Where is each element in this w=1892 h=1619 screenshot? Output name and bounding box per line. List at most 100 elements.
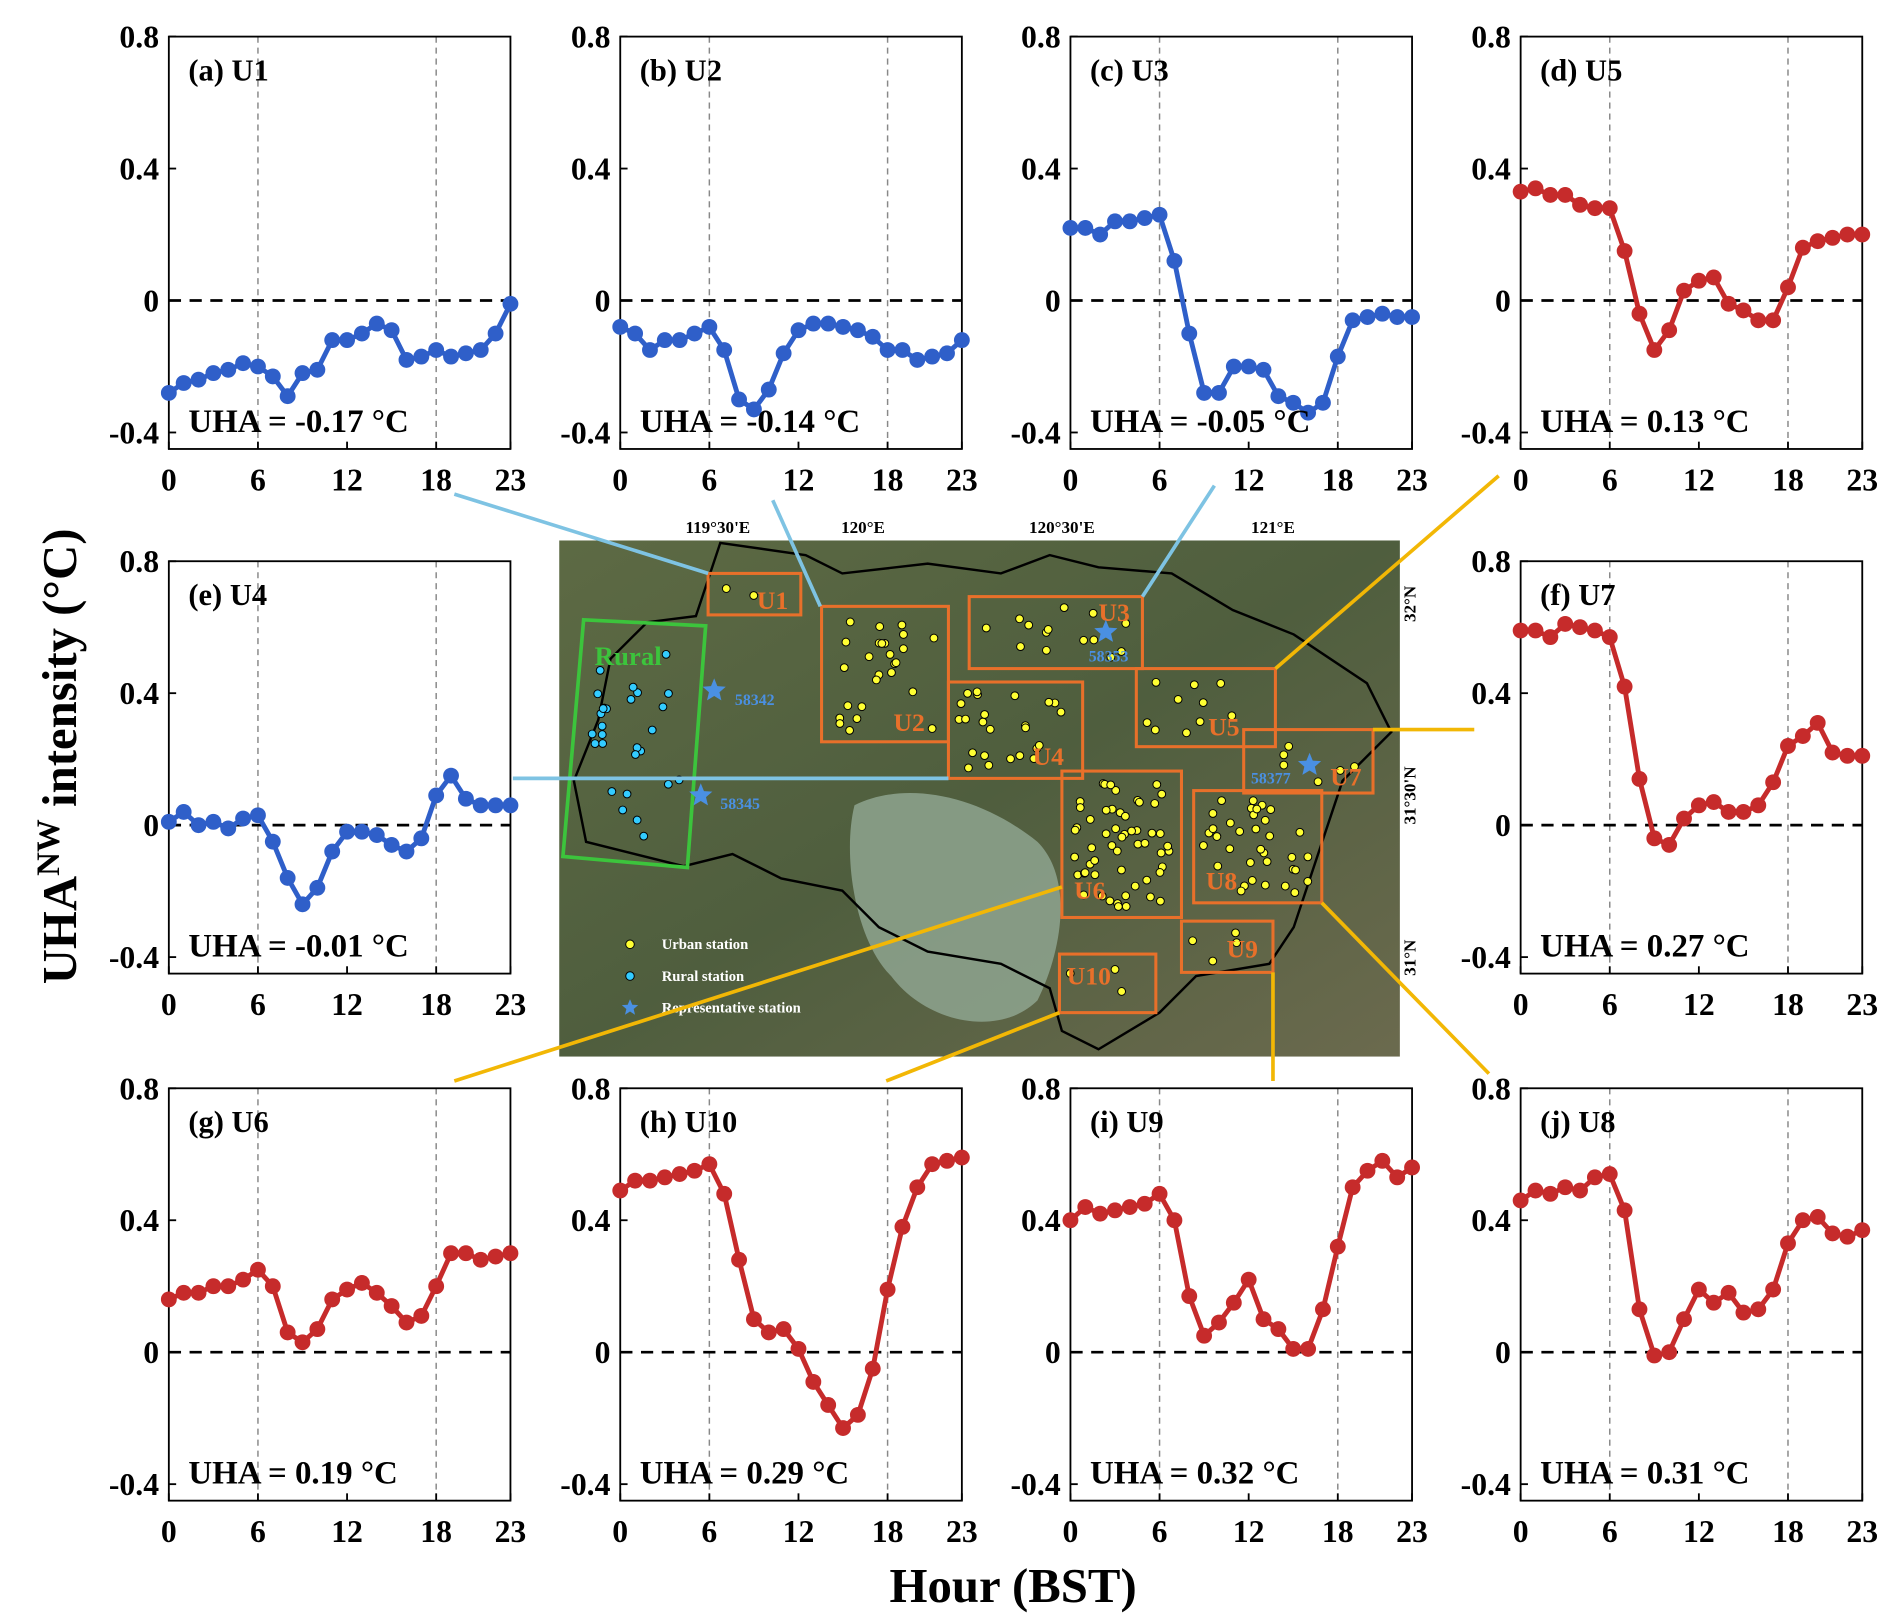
annotation: UHA = 0.31 °C <box>1540 1456 1749 1492</box>
series-point <box>805 315 822 332</box>
urban-station <box>1156 848 1166 858</box>
series-point <box>1690 272 1707 289</box>
series-point <box>205 1278 222 1295</box>
series-point <box>671 1166 688 1182</box>
series-point <box>1720 295 1737 312</box>
y-tick-label: 0 <box>143 284 159 319</box>
x-tick-label: 12 <box>783 462 815 497</box>
series-point <box>1794 1212 1811 1229</box>
series-point <box>701 318 718 335</box>
region-box <box>1134 667 1277 749</box>
urban-station <box>1163 841 1173 851</box>
series-line <box>618 1155 963 1431</box>
annotation: UHA = 0.27 °C <box>1540 929 1749 965</box>
x-tick-label: 23 <box>495 987 527 1022</box>
x-tick-label: 0 <box>161 987 177 1022</box>
series-point <box>175 1284 192 1301</box>
x-tick-label: 6 <box>1152 462 1168 497</box>
urban-station <box>1189 680 1199 690</box>
urban-station <box>1256 844 1266 854</box>
series-point <box>502 797 519 814</box>
x-tick-label: 6 <box>250 1514 266 1549</box>
rural-station <box>598 704 608 713</box>
urban-station <box>845 725 855 735</box>
series-point <box>487 1248 504 1265</box>
series-point <box>1107 213 1123 230</box>
urban-station <box>1157 789 1167 799</box>
x-tick-label: 0 <box>1063 462 1079 497</box>
y-tick-label: 0.4 <box>119 676 159 711</box>
series-point <box>1300 1340 1317 1357</box>
urban-station <box>1247 876 1257 885</box>
series-point <box>1631 305 1648 322</box>
x-tick-label: 0 <box>612 1514 628 1549</box>
region-label: U8 <box>1206 866 1237 895</box>
urban-station <box>980 710 990 719</box>
series-point <box>953 332 970 349</box>
x-tick-label: 12 <box>1233 462 1265 497</box>
series-point <box>879 1281 896 1298</box>
series-point <box>1092 226 1109 243</box>
urban-station <box>899 630 908 639</box>
series-point <box>849 1406 866 1423</box>
region-box <box>820 604 950 744</box>
urban-station <box>1227 711 1237 721</box>
series-point <box>1557 615 1574 632</box>
urban-station <box>1087 843 1097 853</box>
series-point <box>1705 1294 1722 1311</box>
urban-station <box>980 751 989 760</box>
urban-station <box>1335 766 1345 775</box>
station-label: 58345 <box>720 796 760 813</box>
series-point <box>835 318 851 335</box>
rural-station <box>590 739 600 748</box>
rural-station <box>628 682 638 692</box>
urban-station <box>1133 839 1143 849</box>
urban-station <box>1251 824 1261 834</box>
y-tick-label: 0 <box>595 284 611 319</box>
series-point <box>953 1149 970 1166</box>
y-tick-label: -0.4 <box>1461 940 1511 975</box>
y-tick-label: -0.4 <box>560 415 610 450</box>
urban-station <box>1090 856 1100 865</box>
series-point <box>1794 728 1811 744</box>
x-tick-label: 12 <box>1683 1514 1715 1549</box>
rural-station <box>626 694 636 704</box>
x-tick-label: 12 <box>331 1514 363 1549</box>
x-tick-label: 18 <box>420 1514 452 1549</box>
y-tick-label: 0 <box>595 1335 611 1370</box>
x-tick-label: 0 <box>1063 1514 1079 1549</box>
urban-station <box>1101 805 1111 815</box>
series-point <box>924 348 941 365</box>
urban-station <box>871 675 881 685</box>
series-point <box>864 328 881 345</box>
series-point <box>1359 1162 1376 1179</box>
series-point <box>1780 738 1796 754</box>
series-point <box>1631 771 1648 787</box>
series-point <box>924 1156 941 1173</box>
series-point <box>472 342 489 358</box>
x-tick-label: 23 <box>946 462 978 497</box>
y-tick-label: 0 <box>1495 808 1511 843</box>
urban-station <box>852 714 862 723</box>
legend-urban <box>625 939 635 950</box>
panel-title: (d) U5 <box>1540 54 1622 88</box>
urban-station <box>1106 652 1116 662</box>
urban-station <box>1080 868 1090 878</box>
plot-frame <box>1519 1087 1864 1502</box>
series-point <box>1750 797 1767 814</box>
series-point <box>1750 312 1767 329</box>
series-point <box>1389 309 1406 325</box>
representative-station <box>1094 619 1118 642</box>
series-point <box>1359 309 1376 325</box>
urban-station <box>1303 852 1313 862</box>
series-point <box>1705 269 1722 286</box>
series-point <box>1329 1238 1346 1255</box>
series-point <box>339 1281 355 1298</box>
y-tick-label: 0.4 <box>1471 152 1511 187</box>
series-line <box>1519 1171 1864 1358</box>
urban-station <box>1021 723 1030 733</box>
urban-station <box>1290 888 1300 897</box>
series-point <box>1735 804 1752 820</box>
series-point <box>205 813 222 830</box>
